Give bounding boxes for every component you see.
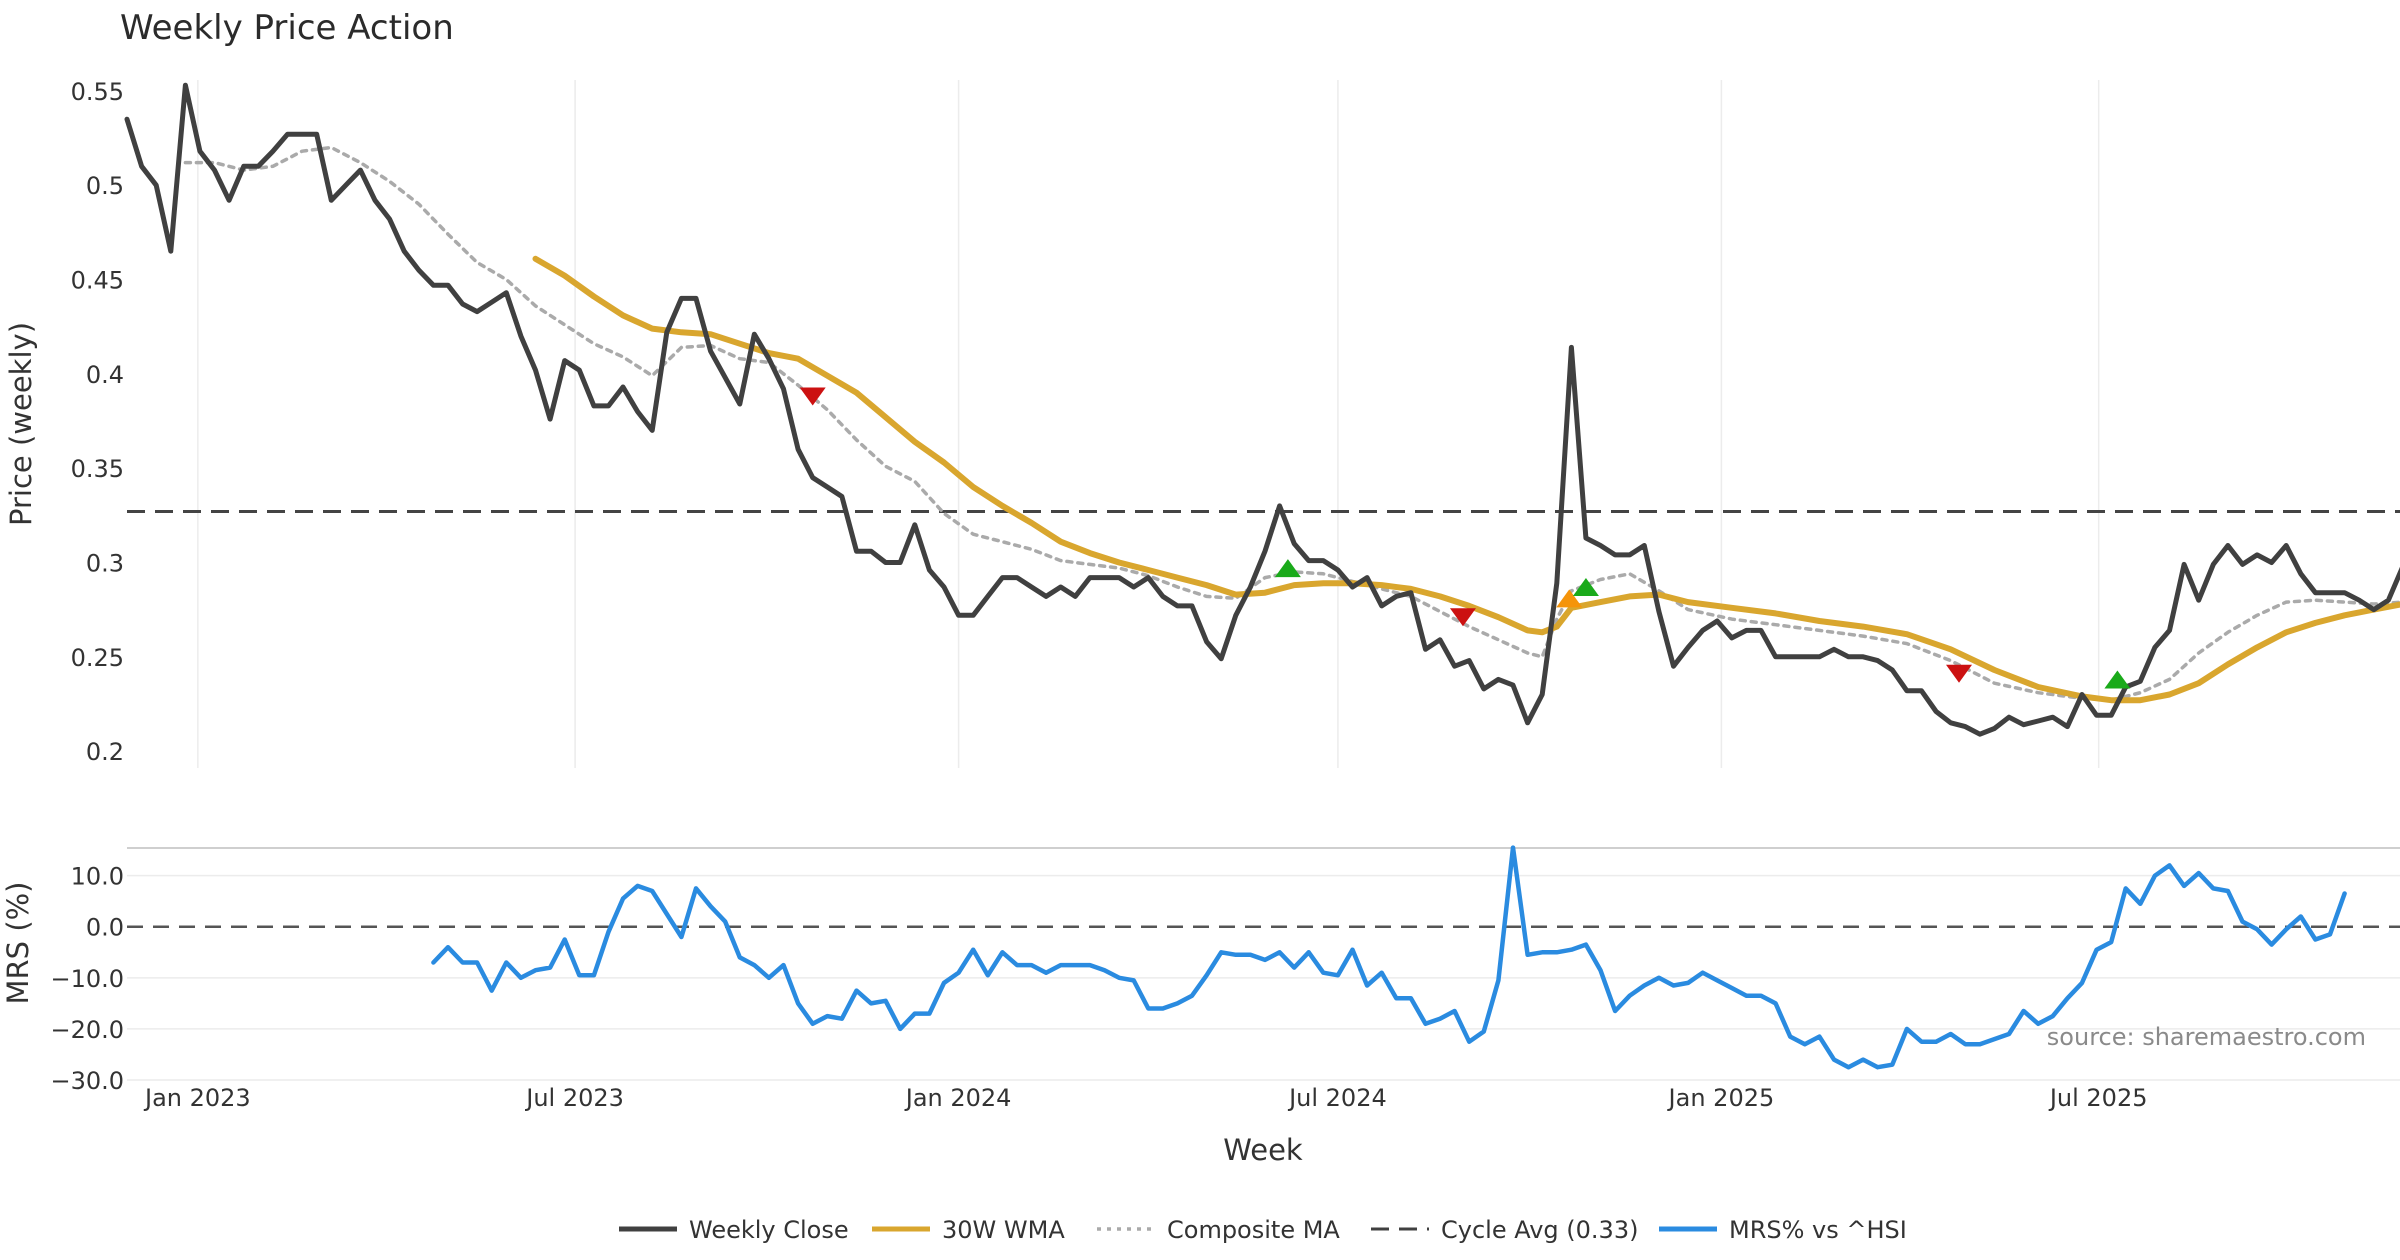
mrs-series — [431, 845, 2347, 1070]
price-y-tick-label: 0.45 — [71, 267, 124, 295]
price-y-tick-label: 0.55 — [71, 78, 124, 106]
x-tick-label: Jul 2023 — [524, 1084, 624, 1112]
legend: Weekly Close 30W WMA Composite MA Cycle Avg… — [619, 1216, 1907, 1244]
x-ticks: Jan 2023 Jul 2023 Jan 2024 Jul 2024 Jan 2025… — [143, 1084, 2147, 1112]
mrs-y-ticks: 10.0 0.0 −10.0 −20.0 −30.0 — [50, 863, 124, 1095]
x-tick-label: Jan 2024 — [904, 1084, 1012, 1112]
price-y-tick-label: 0.35 — [71, 455, 124, 483]
buy-signal-marker — [1274, 559, 1301, 578]
price-y-axis-title: Price (weekly) — [4, 322, 38, 526]
buy-signal-marker — [1572, 578, 1599, 597]
source-label: source: sharemaestro.com — [2047, 1023, 2366, 1051]
legend-label: Cycle Avg (0.33) — [1441, 1216, 1638, 1244]
mrs-y-tick-label: −10.0 — [50, 965, 124, 993]
mrs-y-tick-label: −30.0 — [50, 1067, 124, 1095]
weekly-close-line — [124, 82, 2400, 737]
legend-label: MRS% vs ^HSI — [1729, 1216, 1907, 1244]
price-y-tick-label: 0.4 — [86, 361, 124, 389]
sell-signal-marker — [1449, 608, 1476, 627]
price-grid — [197, 80, 2100, 768]
composite-ma-line — [183, 145, 2400, 702]
x-tick-label: Jan 2023 — [143, 1084, 251, 1112]
legend-label: 30W WMA — [942, 1216, 1065, 1244]
sell-signal-marker — [1946, 664, 1973, 683]
chart-title: Weekly Price Action — [120, 8, 454, 48]
buy-signal-marker — [2104, 670, 2131, 689]
wma-30w-line — [532, 255, 2400, 704]
legend-item: MRS% vs ^HSI — [1659, 1216, 1907, 1244]
x-axis-title: Week — [1223, 1133, 1303, 1167]
price-y-ticks: 0.2 0.25 0.3 0.35 0.4 0.45 0.5 0.55 — [71, 78, 124, 766]
x-tick-label: Jul 2025 — [2048, 1084, 2148, 1112]
mrs-y-tick-label: 10.0 — [71, 863, 124, 891]
legend-item: Cycle Avg (0.33) — [1371, 1216, 1638, 1244]
legend-label: Composite MA — [1167, 1216, 1340, 1244]
buy-signal-marker — [1556, 589, 1583, 608]
mrs-y-tick-label: −20.0 — [50, 1016, 124, 1044]
mrs-y-axis-title: MRS (%) — [1, 882, 35, 1005]
sell-signal-marker — [799, 387, 826, 406]
price-y-tick-label: 0.3 — [86, 549, 124, 577]
x-tick-label: Jul 2024 — [1287, 1084, 1387, 1112]
price-y-tick-label: 0.25 — [71, 644, 124, 672]
legend-item: Weekly Close — [619, 1216, 849, 1244]
price-y-tick-label: 0.2 — [86, 738, 124, 766]
legend-item: Composite MA — [1097, 1216, 1340, 1244]
mrs-y-tick-label: 0.0 — [86, 914, 124, 942]
x-tick-label: Jan 2025 — [1667, 1084, 1775, 1112]
mrs-line — [431, 845, 2347, 1070]
signal-markers — [799, 387, 2131, 689]
legend-item: 30W WMA — [872, 1216, 1065, 1244]
price-y-tick-label: 0.5 — [86, 172, 124, 200]
price-series — [124, 82, 2400, 737]
legend-label: Weekly Close — [689, 1216, 849, 1244]
mrs-grid — [127, 874, 2400, 1081]
